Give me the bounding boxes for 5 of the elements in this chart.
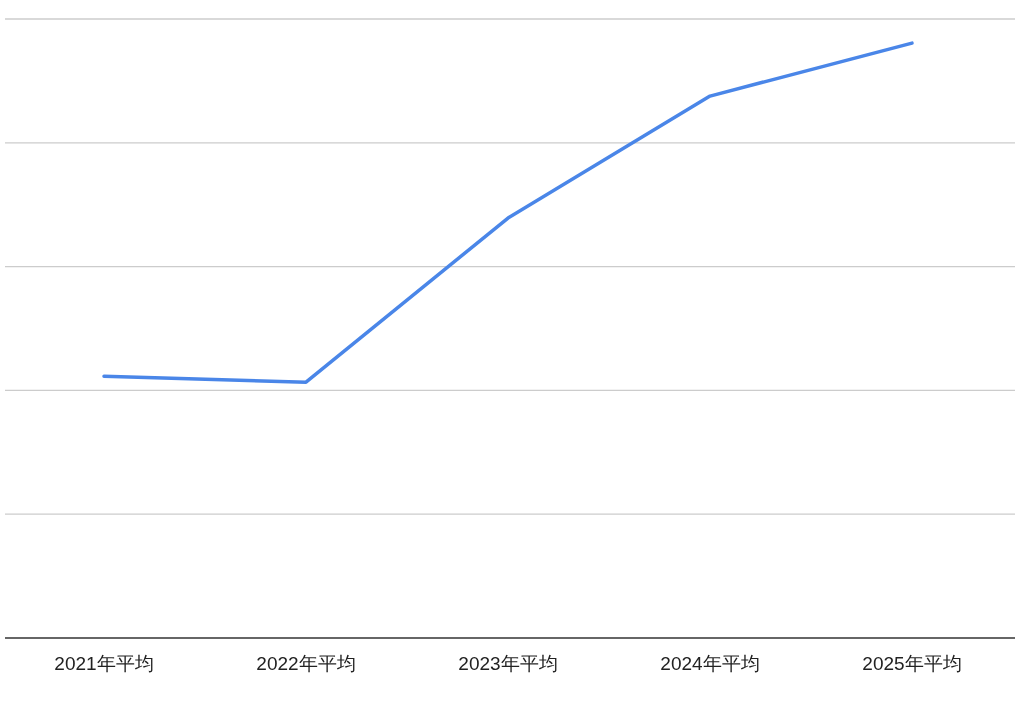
x-tick-label: 2025年平均 (862, 653, 962, 674)
x-tick-label: 2024年平均 (660, 653, 760, 674)
x-tick-label: 2022年平均 (256, 653, 356, 674)
x-tick-label: 2021年平均 (54, 653, 154, 674)
x-tick-label: 2023年平均 (458, 653, 558, 674)
